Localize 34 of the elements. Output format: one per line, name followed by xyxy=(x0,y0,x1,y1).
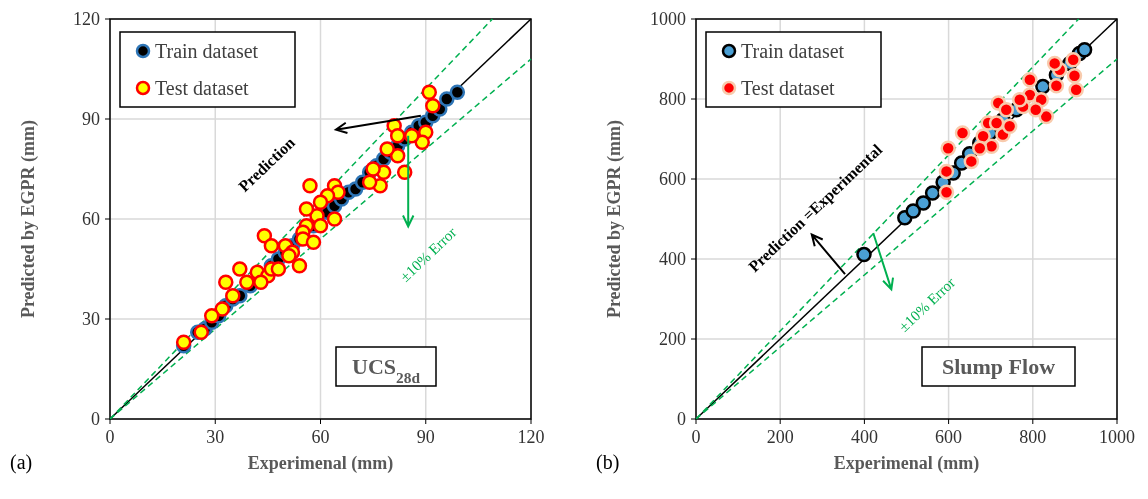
y-tick-label: 600 xyxy=(659,169,686,189)
x-tick-label: 30 xyxy=(206,427,225,447)
x-tick-label: 90 xyxy=(416,427,435,447)
x-tick-label: 400 xyxy=(850,427,878,447)
y-tick-label: 0 xyxy=(677,409,686,429)
annotation: Slump Flow xyxy=(941,354,1056,379)
y-tick-label: 1000 xyxy=(650,9,686,29)
y-tick-label: 200 xyxy=(659,329,686,349)
legend-label: Test dataset xyxy=(155,77,250,99)
y-tick-label: 60 xyxy=(82,209,100,229)
x-axis-title: Experimenal (mm) xyxy=(833,453,980,474)
x-tick-label: 0 xyxy=(105,427,115,447)
x-tick-label: 120 xyxy=(517,427,545,447)
x-tick-label: 600 xyxy=(935,427,963,447)
y-tick-label: 30 xyxy=(82,309,100,329)
annotation: UCS$_{28d}$ xyxy=(352,354,421,386)
y-axis-title: Predicted by EGPR (mm) xyxy=(604,119,625,319)
x-tick-label: 0 xyxy=(691,427,701,447)
text: (b) xyxy=(596,451,620,474)
x-tick-label: 60 xyxy=(311,427,330,447)
x-tick-label: 1000 xyxy=(1099,427,1135,447)
y-tick-label: 0 xyxy=(91,409,100,429)
x-tick-label: 800 xyxy=(1019,427,1047,447)
y-tick-label: 120 xyxy=(73,9,100,29)
x-tick-label: 200 xyxy=(766,427,794,447)
legend-label: Train dataset xyxy=(741,40,845,62)
y-tick-label: 90 xyxy=(82,109,100,129)
y-axis-title: Predicted by EGPR (mm) xyxy=(18,119,39,319)
text: (a) xyxy=(10,451,33,474)
y-tick-label: 800 xyxy=(659,89,686,109)
y-tick-label: 400 xyxy=(659,249,686,269)
x-axis-title: Experimenal (mm) xyxy=(247,453,394,474)
legend-label: Train dataset xyxy=(155,40,259,62)
legend-label: Test dataset xyxy=(741,77,836,99)
